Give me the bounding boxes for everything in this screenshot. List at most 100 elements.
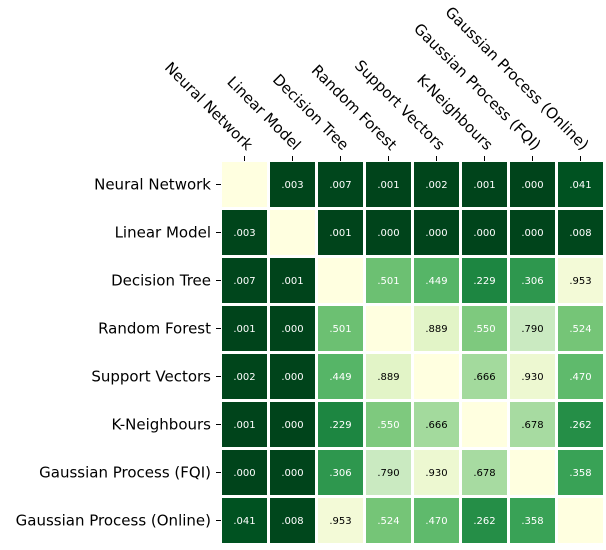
heatmap-cell [414,498,459,543]
heatmap-cell [222,354,267,399]
heatmap-cell [462,402,507,447]
cell-value-label: .889 [377,372,399,383]
cell-value-label: .000 [521,228,543,239]
cell-value-label: .930 [425,468,447,479]
cell-value-label: .501 [377,276,399,287]
cell-value-label: .000 [281,372,303,383]
cell-value-label: .930 [521,372,543,383]
heatmap-cell [510,210,555,255]
cell-value-label: .000 [281,420,303,431]
cell-value-label: .003 [281,180,303,191]
cell-value-label: .000 [377,228,399,239]
cell-value-label: .000 [281,324,303,335]
heatmap-cell [366,306,411,351]
row-labels: Neural Network Linear Model Decision Tree R… [16,176,221,530]
heatmap-cell [366,258,411,303]
heatmap-cell [414,210,459,255]
cell-value-label: .449 [425,276,447,287]
cell-value-label: .790 [377,468,399,479]
heatmap-cell [558,306,603,351]
heatmap-cell [222,306,267,351]
heatmap-cell [510,258,555,303]
cell-value-label: .306 [329,468,351,479]
heatmap-cell [510,450,555,495]
cell-value-label: .001 [329,228,351,239]
cell-value-label: .678 [473,468,495,479]
heatmap-cell [366,162,411,207]
heatmap-cell [318,450,363,495]
heatmap-cell [318,306,363,351]
cell-value-label: .262 [473,516,495,527]
heatmap-cell [414,402,459,447]
heatmap-cell [318,402,363,447]
heatmap-cell [270,258,315,303]
cell-value-label: .449 [329,372,351,383]
heatmap-cell [462,162,507,207]
cell-value-label: .470 [425,516,447,527]
cell-value-label: .001 [281,276,303,287]
cell-value-label: .000 [281,468,303,479]
cell-value-label: .358 [569,468,591,479]
column-label: Neural Network [161,58,257,154]
heatmap-cell [222,258,267,303]
cell-value-label: .953 [569,276,591,287]
heatmap-cell [414,162,459,207]
heatmap-cell [366,402,411,447]
heatmap-cell [462,306,507,351]
cell-value-label: .008 [281,516,303,527]
row-label: K-Neighbours [111,416,211,434]
heatmap-cell [510,354,555,399]
heatmap-cell [222,450,267,495]
cell-value-label: .001 [377,180,399,191]
heatmap-cell [270,162,315,207]
cell-value-label: .001 [233,324,255,335]
heatmap-cell [222,210,267,255]
heatmap-cell [510,402,555,447]
heatmap-cell [366,498,411,543]
row-label: Gaussian Process (FQI) [39,464,211,482]
column-label: Random Forest [308,61,401,154]
heatmap-cell [558,402,603,447]
cell-value-label: .000 [425,228,447,239]
cell-value-label: .002 [425,180,447,191]
cell-value-label: .524 [377,516,399,527]
heatmap-cell [270,450,315,495]
heatmap-cell [558,354,603,399]
heatmap-cell [558,210,603,255]
cell-value-label: .953 [329,516,351,527]
heatmap-cell [366,450,411,495]
heatmap-cell [366,210,411,255]
row-label: Random Forest [98,320,211,338]
cell-value-label: .008 [569,228,591,239]
cell-value-label: .501 [329,324,351,335]
cell-value-label: .041 [569,180,591,191]
cell-value-label: .001 [233,420,255,431]
cell-value-label: .524 [569,324,591,335]
heatmap-cell [270,306,315,351]
cell-value-label: .470 [569,372,591,383]
row-label: Neural Network [94,176,211,194]
heatmap-cell [558,258,603,303]
heatmap-cell [462,210,507,255]
cell-value-label: .001 [473,180,495,191]
cell-value-label: .666 [473,372,495,383]
heatmap-cell [510,306,555,351]
heatmap-cell [462,498,507,543]
heatmap-cell [510,162,555,207]
heatmap-cell [318,498,363,543]
heatmap-cell [414,258,459,303]
heatmap-cell [558,498,603,543]
cell-value-label: .000 [233,468,255,479]
row-label: Linear Model [115,224,211,242]
cell-value-label: .000 [473,228,495,239]
heatmap-cell [270,354,315,399]
heatmap-cell [558,450,603,495]
cell-value-label: .007 [233,276,255,287]
cell-value-label: .889 [425,324,447,335]
heatmap-cell [318,258,363,303]
cell-value-label: .002 [233,372,255,383]
heatmap-cell [222,162,267,207]
heatmap-cell [558,162,603,207]
